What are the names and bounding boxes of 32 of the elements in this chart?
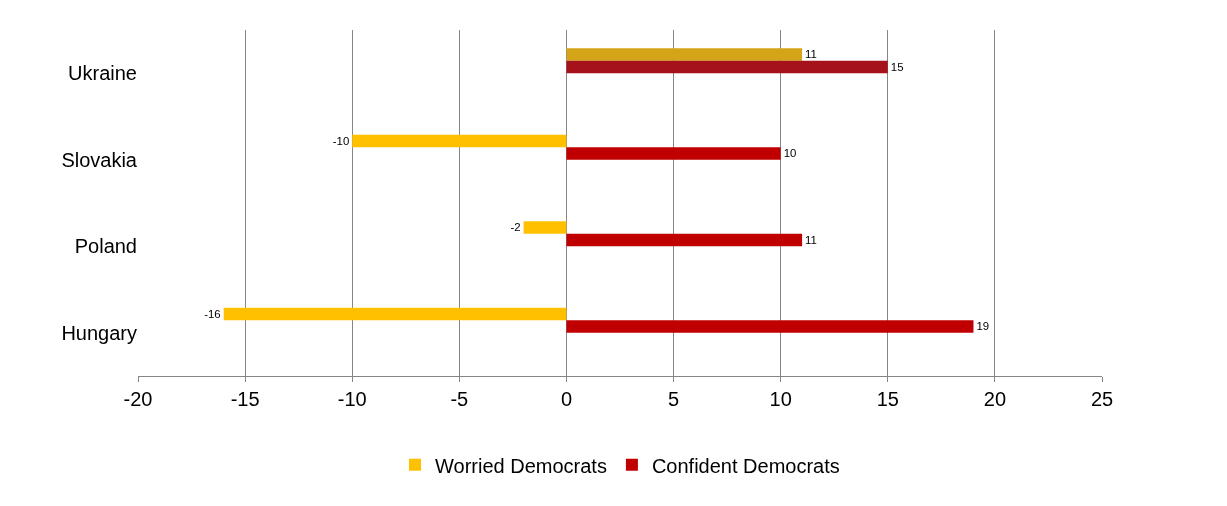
x-tick-label: 0 (560, 388, 572, 410)
legend-label: Confident Democrats (651, 454, 840, 477)
x-tick-label: -15 (230, 388, 260, 410)
data-label: -2 (510, 221, 521, 234)
bar (566, 320, 974, 333)
x-tick-label: -10 (337, 388, 367, 410)
bar (566, 60, 888, 74)
x-tick-label: 10 (769, 388, 792, 410)
data-label: 15 (890, 60, 904, 73)
x-tick-label: -20 (123, 388, 153, 410)
bar (223, 307, 567, 321)
data-label: 19 (976, 320, 990, 333)
data-label: 11 (805, 48, 817, 61)
data-label: -10 (332, 134, 350, 147)
bar (352, 134, 567, 148)
legend-label: Worried Democrats (435, 454, 607, 477)
x-tick-label: 5 (668, 388, 680, 410)
data-label: 10 (783, 147, 797, 160)
data-label: 11 (805, 233, 817, 246)
bar (566, 233, 803, 247)
data-label: -16 (204, 307, 221, 320)
bar (523, 221, 567, 234)
x-tick-label: -5 (450, 388, 469, 410)
bar (566, 147, 781, 160)
y-tick-label: Ukraine (68, 62, 137, 85)
x-tick-label: 25 (1090, 388, 1114, 410)
y-tick-label: Slovakia (61, 148, 138, 171)
y-tick-label: Poland (74, 235, 137, 258)
x-tick-label: 15 (876, 388, 899, 410)
y-tick-label: Hungary (61, 321, 137, 344)
x-tick-label: 20 (983, 388, 1007, 410)
bar (566, 48, 803, 61)
